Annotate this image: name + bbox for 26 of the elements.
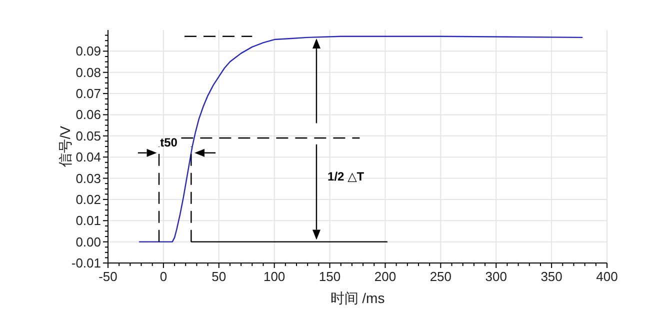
x-tick-label: -50 xyxy=(98,269,118,284)
x-tick-label: 50 xyxy=(212,269,226,284)
annotation: 1/2 △T xyxy=(328,169,365,184)
y-tick-label: 0.00 xyxy=(76,234,101,250)
y-tick-label: 0.09 xyxy=(76,44,101,59)
y-tick-label: -0.01 xyxy=(71,256,101,270)
y-tick-label: 0.08 xyxy=(76,64,101,80)
y-tick-label: 0.06 xyxy=(76,107,101,122)
x-tick-label: 0 xyxy=(160,269,168,284)
x-tick-label: 300 xyxy=(485,269,507,284)
x-tick-label: 400 xyxy=(596,269,618,284)
annotation: t50 xyxy=(160,136,178,150)
y-tick-label: 0.03 xyxy=(76,170,101,186)
y-tick-label: 0.04 xyxy=(76,150,101,165)
y-tick-label: 0.07 xyxy=(76,86,101,102)
x-axis-title: 时间 /ms xyxy=(330,290,385,306)
x-tick-label: 350 xyxy=(540,269,562,284)
y-tick-label: 0.02 xyxy=(76,192,101,207)
x-tick-label: 200 xyxy=(374,269,396,284)
y-axis-title: 信号/V xyxy=(57,125,73,168)
x-tick-label: 150 xyxy=(318,269,341,284)
line-series xyxy=(138,36,584,242)
y-tick-label: 0.01 xyxy=(76,213,101,228)
x-tick-label: 100 xyxy=(263,269,286,284)
x-tick-label: 250 xyxy=(430,269,452,284)
y-tick-label: 0.05 xyxy=(76,128,101,144)
